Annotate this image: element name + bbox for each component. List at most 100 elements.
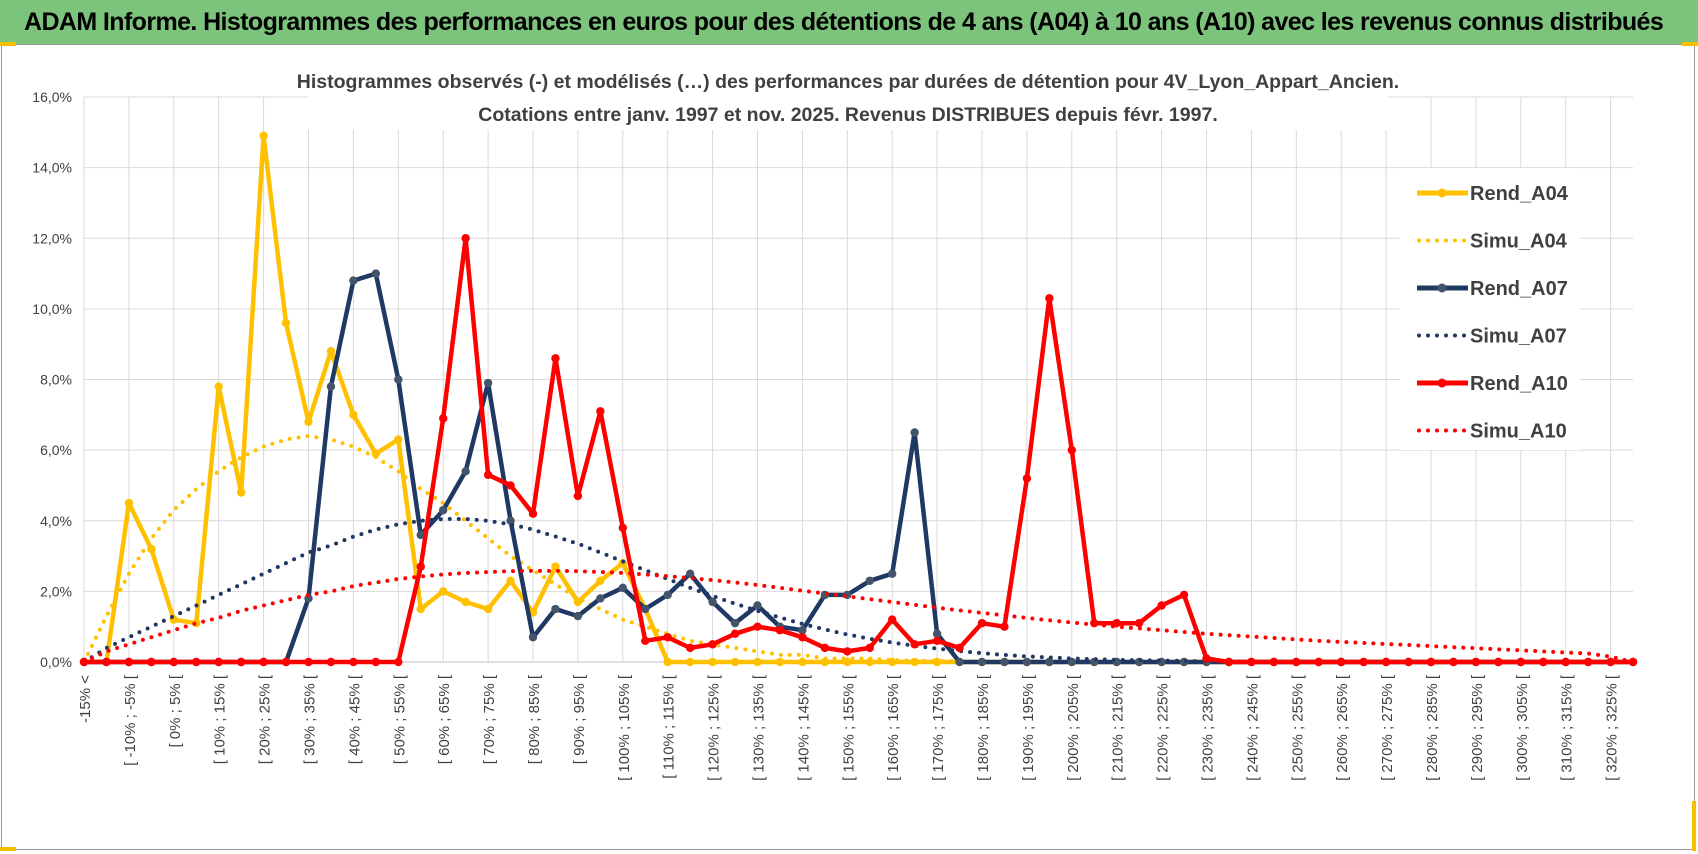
data-point — [865, 643, 874, 653]
legend-background — [1400, 168, 1580, 450]
data-point — [236, 657, 246, 667]
corner-mark-top-right — [1682, 42, 1698, 46]
data-point — [1314, 657, 1323, 667]
data-point — [1022, 474, 1032, 483]
x-tick-label: [ 120% ; 125% [ — [706, 674, 723, 781]
corner-mark-top-left — [0, 42, 16, 46]
data-point — [326, 347, 336, 356]
data-point — [775, 626, 785, 635]
data-point — [685, 657, 695, 667]
data-point — [439, 414, 448, 423]
data-point — [371, 449, 381, 458]
banner-title: ADAM Informe. Histogrammes des performan… — [24, 8, 1664, 36]
data-point — [708, 640, 717, 649]
data-point — [888, 569, 897, 578]
data-point — [416, 604, 425, 614]
data-point — [1539, 657, 1548, 667]
data-point — [798, 657, 807, 667]
x-tick-label: [ 280% ; 285% [ — [1424, 674, 1441, 781]
data-point — [1000, 657, 1009, 667]
data-point — [596, 594, 605, 603]
legend-item: Simu_A07 — [1417, 326, 1567, 348]
data-point — [326, 382, 336, 391]
data-point — [1561, 657, 1570, 667]
legend-marker — [1437, 378, 1447, 388]
data-point — [641, 604, 650, 614]
x-tick-label: [ 290% ; 295% [ — [1469, 674, 1486, 781]
data-point — [147, 544, 156, 554]
data-point — [304, 417, 313, 427]
legend-label: Rend_A10 — [1470, 373, 1568, 395]
data-point — [1045, 657, 1054, 667]
data-point — [483, 470, 493, 480]
data-point — [102, 657, 111, 667]
series-group — [79, 131, 1638, 667]
data-point — [147, 657, 156, 667]
data-point — [685, 643, 695, 653]
data-point — [1628, 657, 1638, 667]
x-tick-label: [ 250% ; 255% [ — [1289, 674, 1306, 781]
data-point — [753, 622, 762, 631]
x-tick-label: [ 270% ; 275% [ — [1379, 674, 1396, 781]
data-point — [259, 657, 268, 667]
x-tick-label: [ 50% ; 55% [ — [391, 674, 408, 764]
data-point — [281, 318, 291, 328]
data-point — [1494, 657, 1503, 667]
data-point — [506, 481, 515, 490]
series-simu-a04 — [82, 434, 1635, 664]
x-tick-label: [ 300% ; 305% [ — [1514, 674, 1531, 781]
data-point — [1179, 590, 1189, 600]
y-tick-label: 4,0% — [40, 513, 72, 529]
x-tick-label: [ 10% ; 15% [ — [212, 674, 229, 764]
corner-mark-bottom-right — [1692, 801, 1696, 851]
data-point — [955, 657, 964, 667]
data-point — [461, 467, 470, 476]
data-point — [596, 407, 605, 416]
banner: ADAM Informe. Histogrammes des performan… — [0, 0, 1698, 45]
data-point — [708, 597, 717, 607]
legend-label: Rend_A07 — [1470, 278, 1568, 300]
data-point — [843, 657, 852, 667]
data-point — [618, 583, 627, 593]
legend-item: Simu_A10 — [1417, 421, 1567, 443]
data-point — [349, 410, 358, 420]
y-tick-label: 14,0% — [32, 160, 72, 176]
data-point — [1516, 657, 1526, 667]
data-point — [169, 657, 178, 667]
x-tick-label: [ 150% ; 155% [ — [840, 674, 857, 781]
data-point — [483, 378, 493, 388]
data-point — [506, 576, 515, 585]
data-point — [394, 375, 403, 384]
data-point — [730, 629, 740, 638]
data-point — [618, 523, 627, 533]
y-tick-label: 16,0% — [32, 89, 72, 105]
series-line — [82, 434, 1635, 664]
chart-title: Histogrammes observés (-) et modélisés (… — [297, 71, 1399, 93]
data-point — [977, 618, 987, 628]
x-tick-label: [ 90% ; 95% [ — [571, 674, 588, 764]
series-line — [84, 236, 1633, 665]
data-point — [753, 657, 762, 667]
data-point — [394, 657, 403, 667]
data-point — [977, 657, 987, 667]
data-point — [1381, 657, 1391, 667]
x-tick-label: [ 170% ; 175% [ — [930, 674, 947, 781]
data-point — [371, 269, 381, 278]
data-point — [439, 505, 448, 515]
data-point — [124, 498, 134, 508]
data-point — [1000, 622, 1009, 631]
x-tick-label: -15% < — [77, 675, 94, 723]
x-tick-label: [ 220% ; 225% [ — [1155, 674, 1172, 781]
x-tick-label: [ 30% ; 35% [ — [302, 674, 319, 764]
data-point — [865, 576, 874, 585]
data-point — [708, 657, 717, 667]
data-point — [1337, 657, 1346, 667]
data-point — [1583, 657, 1593, 667]
x-tick-label: [ 70% ; 75% [ — [481, 674, 498, 764]
data-point — [551, 604, 560, 614]
data-point — [1292, 657, 1301, 667]
series-line — [82, 568, 1635, 664]
data-point — [663, 590, 672, 600]
data-point — [1045, 294, 1054, 303]
legend-item: Rend_A07 — [1417, 278, 1568, 300]
